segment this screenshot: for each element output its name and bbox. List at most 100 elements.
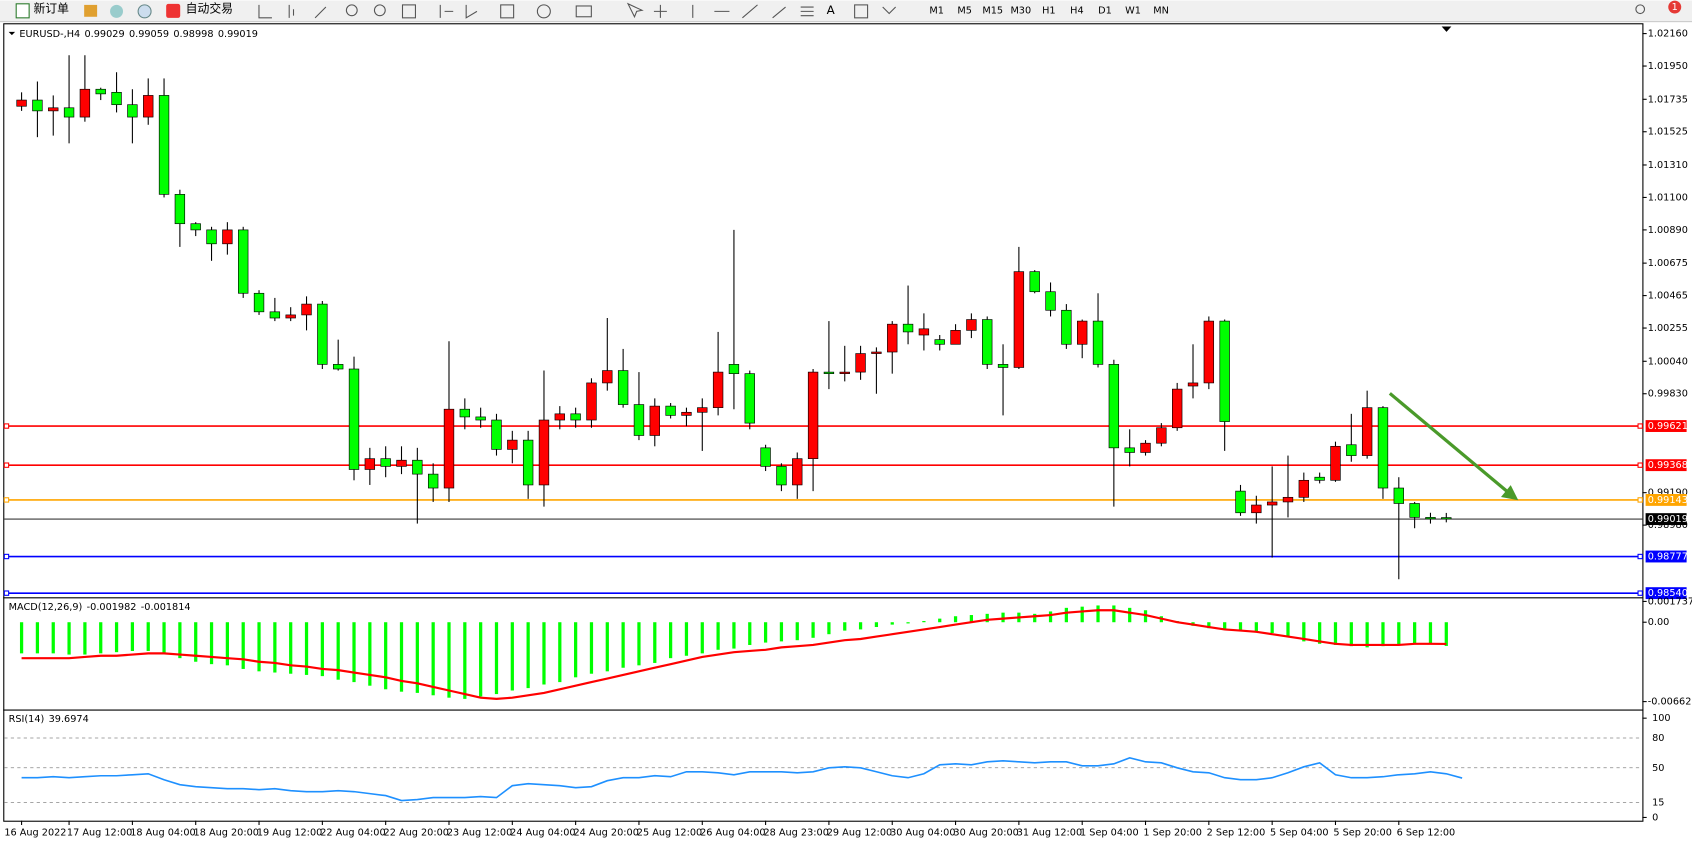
- y-tick-label: 80: [1652, 733, 1664, 744]
- drawing-tools[interactable]: [626, 2, 814, 19]
- macd-bar: [1444, 622, 1448, 646]
- macd-bar: [858, 622, 863, 630]
- macd-bar: [779, 622, 784, 642]
- macd-bar: [273, 622, 277, 673]
- candle-body: [665, 405, 676, 416]
- toolbar: 新订单 自动交易 A 1 M1 M5 M15 M30 H1 H4 D1 W1 M: [0, 0, 1692, 23]
- signal-value: -0.001814: [141, 602, 191, 613]
- timeframe-button[interactable]: M30: [1010, 5, 1031, 16]
- candle-body: [348, 368, 360, 470]
- macd-bar: [1333, 622, 1338, 645]
- x-tick-label: 6 Sep 12:00: [1397, 828, 1456, 839]
- zoom-in-icon[interactable]: [345, 4, 358, 17]
- indicator-name: MACD(12,26,9): [9, 602, 83, 613]
- macd-bar: [447, 622, 451, 698]
- timeframe-button[interactable]: W1: [1125, 5, 1141, 16]
- macd-bar: [684, 622, 689, 656]
- toolbar-icon[interactable]: [84, 4, 98, 17]
- candle-body: [871, 351, 882, 354]
- candle-body: [1187, 382, 1199, 387]
- candle-body: [127, 104, 138, 118]
- price-panel: 1.02160 1.01950 1.01735 1.01525 1.01310 1.011…: [3, 29, 1688, 599]
- timeframe-button[interactable]: H4: [1070, 5, 1083, 16]
- macd-bar: [1381, 622, 1385, 647]
- scroll-icons[interactable]: [439, 4, 478, 19]
- timeframe-button[interactable]: MN: [1153, 5, 1169, 16]
- x-tick-label: 1 Sep 20:00: [1143, 828, 1202, 839]
- timeframe-button[interactable]: D1: [1098, 5, 1112, 16]
- label-icon[interactable]: [854, 4, 869, 19]
- macd-bar: [1397, 622, 1401, 645]
- candle-body: [1092, 320, 1104, 365]
- candle-body: [918, 328, 930, 336]
- macd-bar: [1318, 622, 1322, 644]
- timeframe-button[interactable]: M15: [982, 5, 1003, 16]
- toolbar-icon[interactable]: [137, 4, 152, 19]
- x-tick-label: 1 Sep 04:00: [1080, 828, 1139, 839]
- macd-bar: [83, 622, 87, 655]
- indicators-icon[interactable]: [500, 4, 515, 19]
- shapes-icon[interactable]: [882, 6, 897, 15]
- chart-title: EURUSD-,H4 0.99029 0.99059 0.98998 0.99019: [19, 29, 258, 40]
- auto-trading-button[interactable]: 自动交易: [166, 2, 233, 18]
- macd-bar: [479, 622, 483, 697]
- macd-bar: [384, 622, 388, 690]
- y-tick-label: 1.00675: [1648, 258, 1688, 269]
- macd-bar: [1064, 607, 1068, 623]
- macd-bar: [320, 622, 324, 677]
- macd-panel: 0.001737 0.00 -0.006628 MACD(12,26,9) -0.001…: [9, 596, 1692, 707]
- price-level-handle: [3, 497, 10, 503]
- macd-bar: [1286, 622, 1290, 637]
- y-tick-label: 0.99830: [1648, 389, 1688, 400]
- macd-bar: [51, 622, 55, 654]
- text-tool[interactable]: A: [827, 3, 836, 17]
- search-icon[interactable]: [1635, 4, 1646, 15]
- ohlc-open: 0.99029: [85, 29, 125, 40]
- x-tick-label: 24 Aug 04:00: [510, 828, 575, 839]
- candle-body: [1266, 501, 1278, 506]
- x-tick-label: 25 Aug 12:00: [637, 828, 702, 839]
- trend-arrow: [1388, 392, 1519, 501]
- notification[interactable]: 1: [1668, 0, 1682, 14]
- zoom-out-icon[interactable]: [373, 4, 386, 17]
- candle-body: [1077, 320, 1088, 345]
- macd-bar: [99, 622, 103, 654]
- price-level-label: 0.98777: [1648, 552, 1688, 563]
- price-level-handle: [1637, 462, 1643, 468]
- candle-body: [507, 439, 518, 450]
- candle-body: [364, 458, 376, 470]
- price-level-handle: [3, 553, 10, 560]
- y-tick-label: 1.01310: [1648, 160, 1688, 171]
- y-tick-label: 1.00890: [1648, 225, 1688, 236]
- candle-body: [950, 330, 961, 345]
- new-order-button[interactable]: 新订单: [15, 2, 69, 19]
- chart-type-icons[interactable]: [258, 4, 327, 19]
- candle-body: [887, 323, 898, 353]
- toolbar-tools: [258, 2, 1646, 19]
- candle-body: [586, 382, 597, 421]
- macd-bar: [922, 621, 926, 623]
- timeframe-button[interactable]: M1: [929, 5, 944, 16]
- macd-bar: [1096, 605, 1100, 623]
- symbol-menu-arrow[interactable]: [8, 31, 16, 36]
- timeframe-button[interactable]: H1: [1042, 5, 1055, 16]
- macd-bar: [1223, 622, 1227, 630]
- candle-body: [681, 411, 692, 416]
- candle-body: [697, 407, 708, 413]
- macd-bar: [209, 622, 214, 665]
- timeframe-button[interactable]: M5: [957, 5, 972, 16]
- macd-bar: [795, 622, 799, 641]
- candle-body: [1140, 442, 1151, 453]
- indicator-name: RSI(14): [9, 714, 45, 725]
- macd-bar: [1254, 622, 1258, 632]
- candle-body: [633, 404, 645, 436]
- candle-body: [396, 459, 407, 467]
- x-tick-label: 16 Aug 2022: [4, 828, 66, 839]
- periods-icon[interactable]: [536, 4, 551, 19]
- macd-bar: [526, 622, 530, 689]
- templates-icon[interactable]: [575, 5, 592, 18]
- candle-body: [807, 371, 819, 459]
- candle-body: [1061, 309, 1072, 345]
- tile-icon[interactable]: [401, 4, 416, 19]
- toolbar-icon[interactable]: [110, 4, 124, 18]
